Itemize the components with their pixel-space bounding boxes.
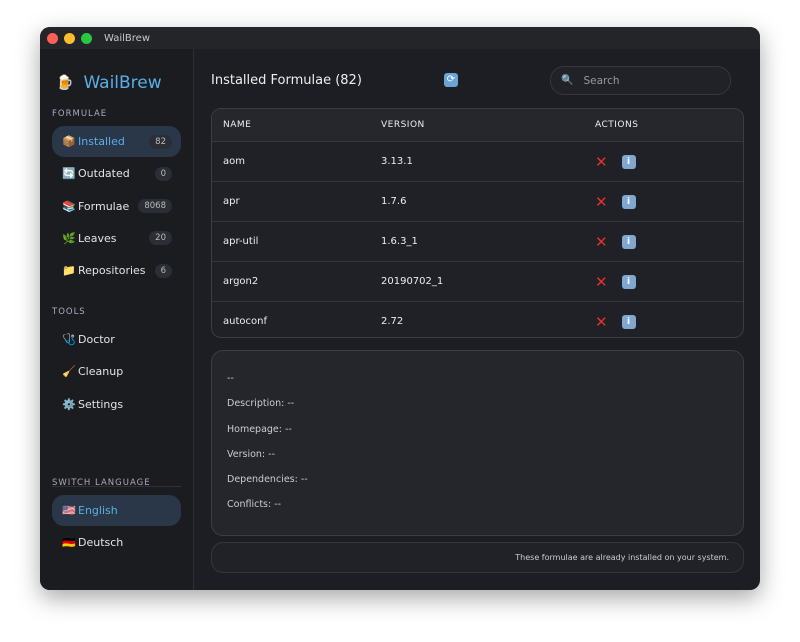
sidebar-item-installed[interactable]: 📦 Installed 82 bbox=[52, 126, 181, 157]
detail-conflicts: Conflicts: -- bbox=[227, 499, 282, 511]
formula-version: 1.6.3_1 bbox=[381, 236, 418, 247]
uninstall-icon[interactable]: ✕ bbox=[595, 232, 608, 251]
sidebar-item-label: Repositories bbox=[78, 264, 146, 278]
column-version[interactable]: VERSION bbox=[381, 120, 425, 130]
formula-version: 2.72 bbox=[381, 316, 404, 327]
count-badge: 82 bbox=[149, 134, 172, 149]
column-name[interactable]: NAME bbox=[223, 120, 252, 130]
brand: 🍺 WailBrew bbox=[56, 73, 162, 93]
sidebar-item-label: Formulae bbox=[78, 199, 130, 213]
formula-name: aom bbox=[223, 156, 245, 167]
minimize-window-button[interactable] bbox=[64, 32, 75, 44]
window-title: WailBrew bbox=[104, 32, 151, 44]
brand-name: WailBrew bbox=[83, 73, 162, 93]
details-panel: -- Description: -- Homepage: -- Version:… bbox=[211, 350, 744, 536]
info-icon[interactable]: i bbox=[621, 234, 636, 249]
divider bbox=[52, 486, 181, 487]
uninstall-icon[interactable]: ✕ bbox=[595, 192, 608, 211]
footer-status: These formulae are already installed on … bbox=[211, 542, 744, 573]
installed-icon: 📦 bbox=[62, 135, 76, 148]
column-actions: ACTIONS bbox=[595, 120, 639, 130]
cleanup-icon: 🧹 bbox=[62, 365, 76, 379]
logo-icon: 🍺 bbox=[56, 75, 74, 91]
sidebar-item-english[interactable]: 🇺🇸 English bbox=[52, 495, 181, 526]
page-title: Installed Formulae (82) bbox=[211, 73, 362, 88]
formula-name: apr bbox=[223, 196, 240, 207]
sidebar-item-label: English bbox=[78, 504, 118, 517]
uninstall-icon[interactable]: ✕ bbox=[595, 272, 608, 291]
close-window-button[interactable] bbox=[47, 32, 58, 44]
count-badge: 0 bbox=[154, 166, 172, 181]
formula-name: argon2 bbox=[223, 276, 259, 287]
sidebar-item-outdated[interactable]: 🔄 Outdated 0 bbox=[52, 158, 181, 189]
sidebar: 🍺 WailBrew FORMULAE 📦 Installed 82 🔄 Outd… bbox=[40, 49, 194, 590]
outdated-icon: 🔄 bbox=[62, 167, 76, 181]
formula-name: autoconf bbox=[223, 316, 267, 327]
sidebar-item-label: Settings bbox=[78, 397, 124, 411]
sidebar-item-leaves[interactable]: 🌿 Leaves 20 bbox=[52, 223, 181, 254]
count-badge: 8068 bbox=[138, 199, 172, 214]
info-icon[interactable]: i bbox=[621, 194, 636, 209]
sidebar-item-settings[interactable]: ⚙️ Settings bbox=[52, 389, 181, 420]
table-row[interactable]: autoconf 2.72 ✕ i bbox=[212, 301, 743, 337]
sidebar-item-cleanup[interactable]: 🧹 Cleanup bbox=[52, 356, 181, 387]
formula-name: apr-util bbox=[223, 236, 259, 247]
sidebar-item-label: Outdated bbox=[78, 167, 130, 181]
search-input[interactable] bbox=[583, 74, 714, 87]
table-header: NAME VERSION ACTIONS bbox=[212, 109, 743, 141]
table-row[interactable]: apr 1.7.6 ✕ i bbox=[212, 181, 743, 221]
uninstall-icon[interactable]: ✕ bbox=[595, 312, 608, 331]
formulae-table: NAME VERSION ACTIONS aom 3.13.1 ✕ i apr 1… bbox=[211, 108, 744, 338]
section-tools: TOOLS bbox=[52, 307, 86, 317]
section-language: SWITCH LANGUAGE bbox=[52, 478, 151, 488]
deutsch-icon: 🇩🇪 bbox=[62, 536, 76, 550]
info-icon[interactable]: i bbox=[621, 154, 636, 169]
count-badge: 20 bbox=[149, 231, 172, 246]
sidebar-item-doctor[interactable]: 🩺 Doctor bbox=[52, 324, 181, 355]
main-panel: Installed Formulae (82) ⟳ 🔍 NAME VERSION… bbox=[195, 49, 760, 590]
detail-version: Version: -- bbox=[227, 448, 276, 460]
title-bar: WailBrew bbox=[40, 27, 760, 49]
search-box[interactable]: 🔍 bbox=[550, 66, 731, 95]
doctor-icon: 🩺 bbox=[62, 333, 76, 346]
repositories-icon: 📁 bbox=[62, 264, 76, 278]
table-row[interactable]: aom 3.13.1 ✕ i bbox=[212, 141, 743, 181]
sidebar-item-label: Leaves bbox=[78, 231, 117, 245]
settings-icon: ⚙️ bbox=[62, 397, 76, 411]
count-badge: 6 bbox=[154, 263, 172, 278]
maximize-window-button[interactable] bbox=[81, 32, 92, 44]
table-row[interactable]: apr-util 1.6.3_1 ✕ i bbox=[212, 221, 743, 261]
detail-dependencies: Dependencies: -- bbox=[227, 474, 308, 486]
sidebar-item-label: Deutsch bbox=[78, 536, 124, 550]
uninstall-icon[interactable]: ✕ bbox=[595, 152, 608, 171]
detail-homepage: Homepage: -- bbox=[227, 423, 292, 435]
sidebar-item-deutsch[interactable]: 🇩🇪 Deutsch bbox=[52, 527, 181, 558]
sidebar-item-label: Doctor bbox=[78, 333, 115, 346]
formulae-icon: 📚 bbox=[62, 199, 76, 213]
sidebar-item-label: Cleanup bbox=[78, 365, 124, 379]
search-icon: 🔍 bbox=[561, 75, 574, 86]
info-icon[interactable]: i bbox=[621, 314, 636, 329]
sidebar-item-formulae[interactable]: 📚 Formulae 8068 bbox=[52, 191, 181, 222]
app-window: WailBrew 🍺 WailBrew FORMULAE 📦 Installed … bbox=[40, 27, 760, 590]
section-formulae: FORMULAE bbox=[52, 109, 108, 119]
sidebar-item-repositories[interactable]: 📁 Repositories 6 bbox=[52, 255, 181, 286]
formula-version: 1.7.6 bbox=[381, 196, 407, 207]
formula-version: 3.13.1 bbox=[381, 156, 413, 167]
english-icon: 🇺🇸 bbox=[62, 504, 76, 517]
detail-description: Description: -- bbox=[227, 398, 295, 410]
leaves-icon: 🌿 bbox=[62, 231, 76, 245]
table-row[interactable]: argon2 20190702_1 ✕ i bbox=[212, 261, 743, 301]
refresh-button[interactable]: ⟳ bbox=[444, 73, 458, 87]
sidebar-item-label: Installed bbox=[78, 135, 125, 148]
formula-version: 20190702_1 bbox=[381, 276, 444, 287]
info-icon[interactable]: i bbox=[621, 274, 636, 289]
detail-name: -- bbox=[227, 373, 234, 384]
